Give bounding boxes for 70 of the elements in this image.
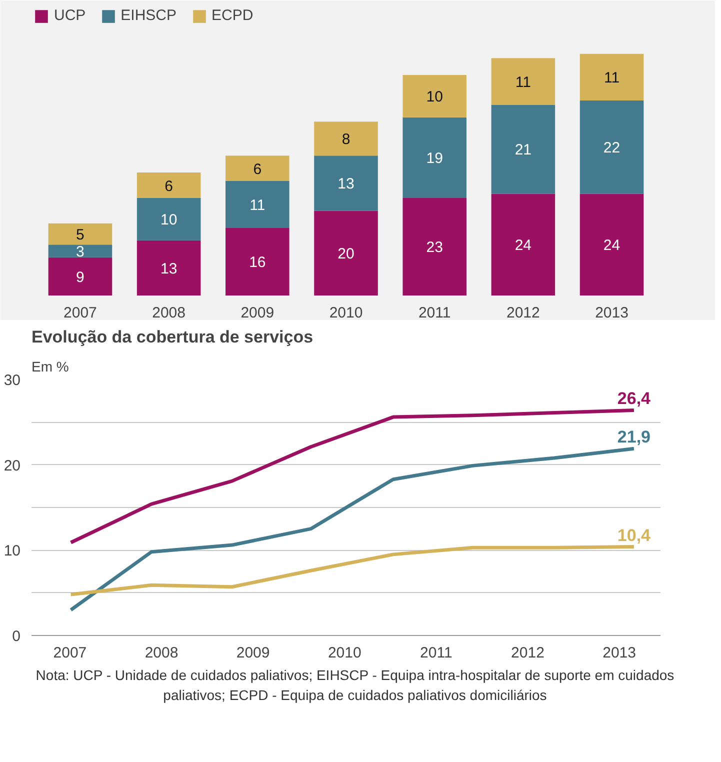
- bar: [580, 100, 644, 194]
- data-label: 10: [160, 212, 178, 229]
- x-tick-label: 2012: [511, 644, 544, 662]
- x-tick-label: 2011: [420, 644, 452, 662]
- data-label: 21,9: [617, 428, 650, 447]
- bar: [48, 257, 112, 296]
- bar: [136, 240, 201, 296]
- data-label: 10,4: [617, 526, 652, 545]
- data-label: 10: [426, 88, 443, 106]
- text: Nota: UCP - Unidade de cuidados paliativos; EIHSCP - Equipa intra-hospitalar de suporte em cuidados paliativos; ECPD - Equipa de cuidados paliativos domiciliários: [34, 666, 676, 705]
- bar: [491, 104, 556, 194]
- data-label: 13: [160, 260, 178, 278]
- y-tick-label: 30: [4, 372, 21, 389]
- bar: [226, 156, 290, 182]
- data-label: 22: [603, 140, 620, 157]
- bar: [491, 58, 556, 105]
- x-tick-label: 2007: [64, 304, 97, 322]
- data-label: 21: [514, 142, 532, 159]
- y-tick-label: 20: [4, 457, 21, 474]
- legend-label: UCP: [54, 7, 86, 24]
- bar: [314, 210, 378, 296]
- x-tick-label: 2009: [240, 304, 274, 322]
- bar: [226, 181, 290, 228]
- bar: [580, 194, 644, 296]
- bar: [402, 198, 466, 296]
- data-label: 11: [515, 74, 531, 91]
- y-tick-label: 10: [4, 542, 21, 560]
- data-label: 6: [253, 160, 262, 178]
- data-label: 23: [426, 239, 443, 256]
- data-label: 6: [164, 178, 173, 195]
- line-series: [69, 545, 636, 596]
- legend-label: EIHSCP: [120, 7, 177, 24]
- chart-subtitle: Em %: [32, 358, 69, 374]
- bar: [48, 223, 112, 245]
- data-label: 3: [76, 243, 84, 260]
- bar: [136, 198, 201, 240]
- x-tick-label: 2007: [53, 644, 87, 662]
- x-tick-label: 2013: [595, 304, 628, 322]
- x-tick-label: 2010: [328, 644, 362, 662]
- data-label: 24: [603, 237, 620, 254]
- data-label: 9: [76, 268, 84, 286]
- bar: [314, 122, 378, 156]
- data-label: 24: [514, 237, 532, 254]
- x-tick-label: 2008: [144, 644, 178, 662]
- bar: [402, 75, 466, 118]
- data-label: 19: [426, 150, 443, 168]
- bar: [136, 172, 201, 198]
- x-tick-label: 2008: [152, 304, 186, 322]
- x-tick-label: 2012: [506, 304, 540, 322]
- bar: [48, 244, 112, 258]
- legend-label: ECPD: [212, 7, 254, 24]
- data-label: 26,4: [617, 389, 652, 408]
- bar: [402, 117, 466, 198]
- data-label: 8: [342, 131, 350, 148]
- bar: [314, 156, 378, 211]
- data-label: 16: [249, 254, 266, 272]
- y-tick-label: 0: [12, 628, 20, 645]
- bar: [226, 228, 290, 296]
- data-label: 5: [76, 226, 84, 244]
- data-label: 13: [338, 176, 354, 193]
- chart-title: Evolução da cobertura de serviços: [32, 328, 314, 346]
- x-tick-label: 2010: [329, 304, 363, 322]
- x-tick-label: 2011: [418, 304, 451, 322]
- bar: [491, 194, 556, 296]
- data-label: 11: [604, 70, 620, 87]
- data-label: 20: [338, 246, 354, 263]
- x-tick-label: 2013: [602, 644, 636, 662]
- bar: [580, 54, 644, 100]
- x-tick-label: 2009: [236, 644, 270, 662]
- data-label: 11: [250, 196, 266, 214]
